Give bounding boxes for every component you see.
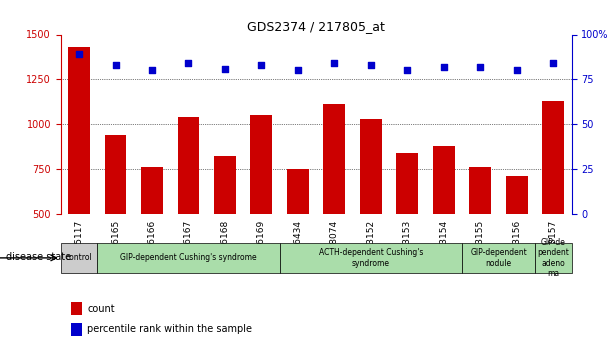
- Bar: [506, 176, 528, 304]
- Point: [111, 62, 120, 68]
- Text: GIP-dependent
nodule: GIP-dependent nodule: [470, 248, 527, 268]
- Bar: [178, 117, 199, 304]
- Bar: [535, 243, 572, 273]
- Point: [74, 51, 84, 57]
- Point: [366, 62, 376, 68]
- Bar: [469, 167, 491, 304]
- Bar: [433, 146, 455, 304]
- Text: control: control: [66, 253, 92, 263]
- Bar: [396, 153, 418, 304]
- Bar: [141, 167, 163, 304]
- Bar: [287, 169, 309, 304]
- Bar: [68, 47, 90, 304]
- Point: [439, 64, 449, 70]
- Bar: [280, 243, 462, 273]
- Bar: [105, 135, 126, 304]
- Text: percentile rank within the sample: percentile rank within the sample: [88, 324, 252, 334]
- Point: [475, 64, 485, 70]
- Point: [147, 68, 157, 73]
- Bar: [360, 119, 382, 304]
- Point: [184, 60, 193, 66]
- Text: GIP-dependent Cushing's syndrome: GIP-dependent Cushing's syndrome: [120, 253, 257, 263]
- Bar: [542, 101, 564, 304]
- Point: [330, 60, 339, 66]
- Text: GIP-de
pendent
adeno
ma: GIP-de pendent adeno ma: [537, 238, 569, 278]
- Bar: [462, 243, 535, 273]
- Point: [402, 68, 412, 73]
- Bar: [323, 105, 345, 304]
- Bar: [61, 243, 97, 273]
- Bar: [71, 323, 82, 336]
- Point: [257, 62, 266, 68]
- Bar: [250, 115, 272, 304]
- Point: [220, 66, 230, 71]
- Bar: [71, 302, 82, 315]
- Title: GDS2374 / 217805_at: GDS2374 / 217805_at: [247, 20, 385, 33]
- Text: disease state: disease state: [6, 252, 71, 262]
- Text: ACTH-dependent Cushing's
syndrome: ACTH-dependent Cushing's syndrome: [319, 248, 423, 268]
- Point: [548, 60, 558, 66]
- Text: count: count: [88, 304, 115, 314]
- Bar: [97, 243, 280, 273]
- Point: [512, 68, 522, 73]
- Point: [293, 68, 303, 73]
- Bar: [214, 157, 236, 304]
